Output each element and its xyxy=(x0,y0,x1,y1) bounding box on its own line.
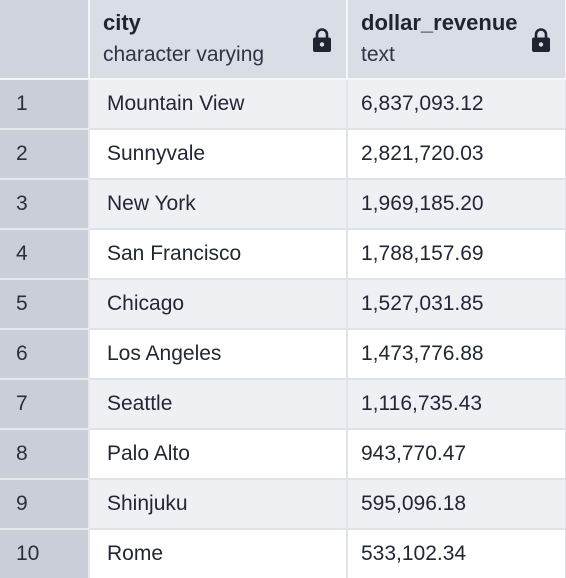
row-number[interactable]: 7 xyxy=(0,379,90,430)
cell-city[interactable]: Shinjuku xyxy=(89,479,348,530)
cell-city[interactable]: New York xyxy=(89,179,348,230)
cell-city[interactable]: Los Angeles xyxy=(89,329,348,380)
row-number[interactable]: 1 xyxy=(0,79,90,130)
table-row[interactable]: 2 Sunnyvale 2,821,720.03 xyxy=(0,129,566,180)
cell-city[interactable]: Seattle xyxy=(89,379,348,430)
table-row[interactable]: 1 Mountain View 6,837,093.12 xyxy=(0,79,566,130)
column-name: dollar_revenue xyxy=(361,10,518,35)
row-number[interactable]: 3 xyxy=(0,179,90,230)
row-number[interactable]: 5 xyxy=(0,279,90,330)
cell-city[interactable]: Mountain View xyxy=(89,79,348,130)
table-row[interactable]: 4 San Francisco 1,788,157.69 xyxy=(0,229,566,280)
table-row[interactable]: 8 Palo Alto 943,770.47 xyxy=(0,429,566,480)
cell-dollar-revenue[interactable]: 595,096.18 xyxy=(347,479,566,530)
table-row[interactable]: 9 Shinjuku 595,096.18 xyxy=(0,479,566,530)
cell-dollar-revenue[interactable]: 1,788,157.69 xyxy=(347,229,566,280)
row-number[interactable]: 2 xyxy=(0,129,90,180)
cell-city[interactable]: Palo Alto xyxy=(89,429,348,480)
row-number[interactable]: 4 xyxy=(0,229,90,280)
cell-city[interactable]: San Francisco xyxy=(89,229,348,280)
row-number-header[interactable] xyxy=(0,0,90,80)
lock-icon xyxy=(313,28,331,52)
column-header-dollar-revenue[interactable]: dollar_revenue text xyxy=(347,0,566,80)
table-row[interactable]: 6 Los Angeles 1,473,776.88 xyxy=(0,329,566,380)
header-row: city character varying dollar_revenue te… xyxy=(0,0,566,80)
table-row[interactable]: 3 New York 1,969,185.20 xyxy=(0,179,566,230)
cell-dollar-revenue[interactable]: 943,770.47 xyxy=(347,429,566,480)
table-row[interactable]: 7 Seattle 1,116,735.43 xyxy=(0,379,566,430)
lock-icon xyxy=(532,28,550,52)
row-number[interactable]: 6 xyxy=(0,329,90,380)
row-number[interactable]: 8 xyxy=(0,429,90,480)
cell-dollar-revenue[interactable]: 1,527,031.85 xyxy=(347,279,566,330)
row-number[interactable]: 10 xyxy=(0,529,90,578)
table-row[interactable]: 10 Rome 533,102.34 xyxy=(0,529,566,578)
cell-dollar-revenue[interactable]: 1,116,735.43 xyxy=(347,379,566,430)
cell-dollar-revenue[interactable]: 1,473,776.88 xyxy=(347,329,566,380)
column-name: city xyxy=(103,10,141,35)
cell-dollar-revenue[interactable]: 533,102.34 xyxy=(347,529,566,578)
cell-dollar-revenue[interactable]: 2,821,720.03 xyxy=(347,129,566,180)
cell-dollar-revenue[interactable]: 1,969,185.20 xyxy=(347,179,566,230)
row-number[interactable]: 9 xyxy=(0,479,90,530)
table-row[interactable]: 5 Chicago 1,527,031.85 xyxy=(0,279,566,330)
cell-city[interactable]: Chicago xyxy=(89,279,348,330)
cell-dollar-revenue[interactable]: 6,837,093.12 xyxy=(347,79,566,130)
column-header-city[interactable]: city character varying xyxy=(89,0,348,80)
cell-city[interactable]: Sunnyvale xyxy=(89,129,348,180)
column-type: text xyxy=(361,43,395,66)
column-type: character varying xyxy=(103,43,265,66)
table-body: 1 Mountain View 6,837,093.12 2 Sunnyvale 2,82… xyxy=(0,79,566,578)
cell-city[interactable]: Rome xyxy=(89,529,348,578)
